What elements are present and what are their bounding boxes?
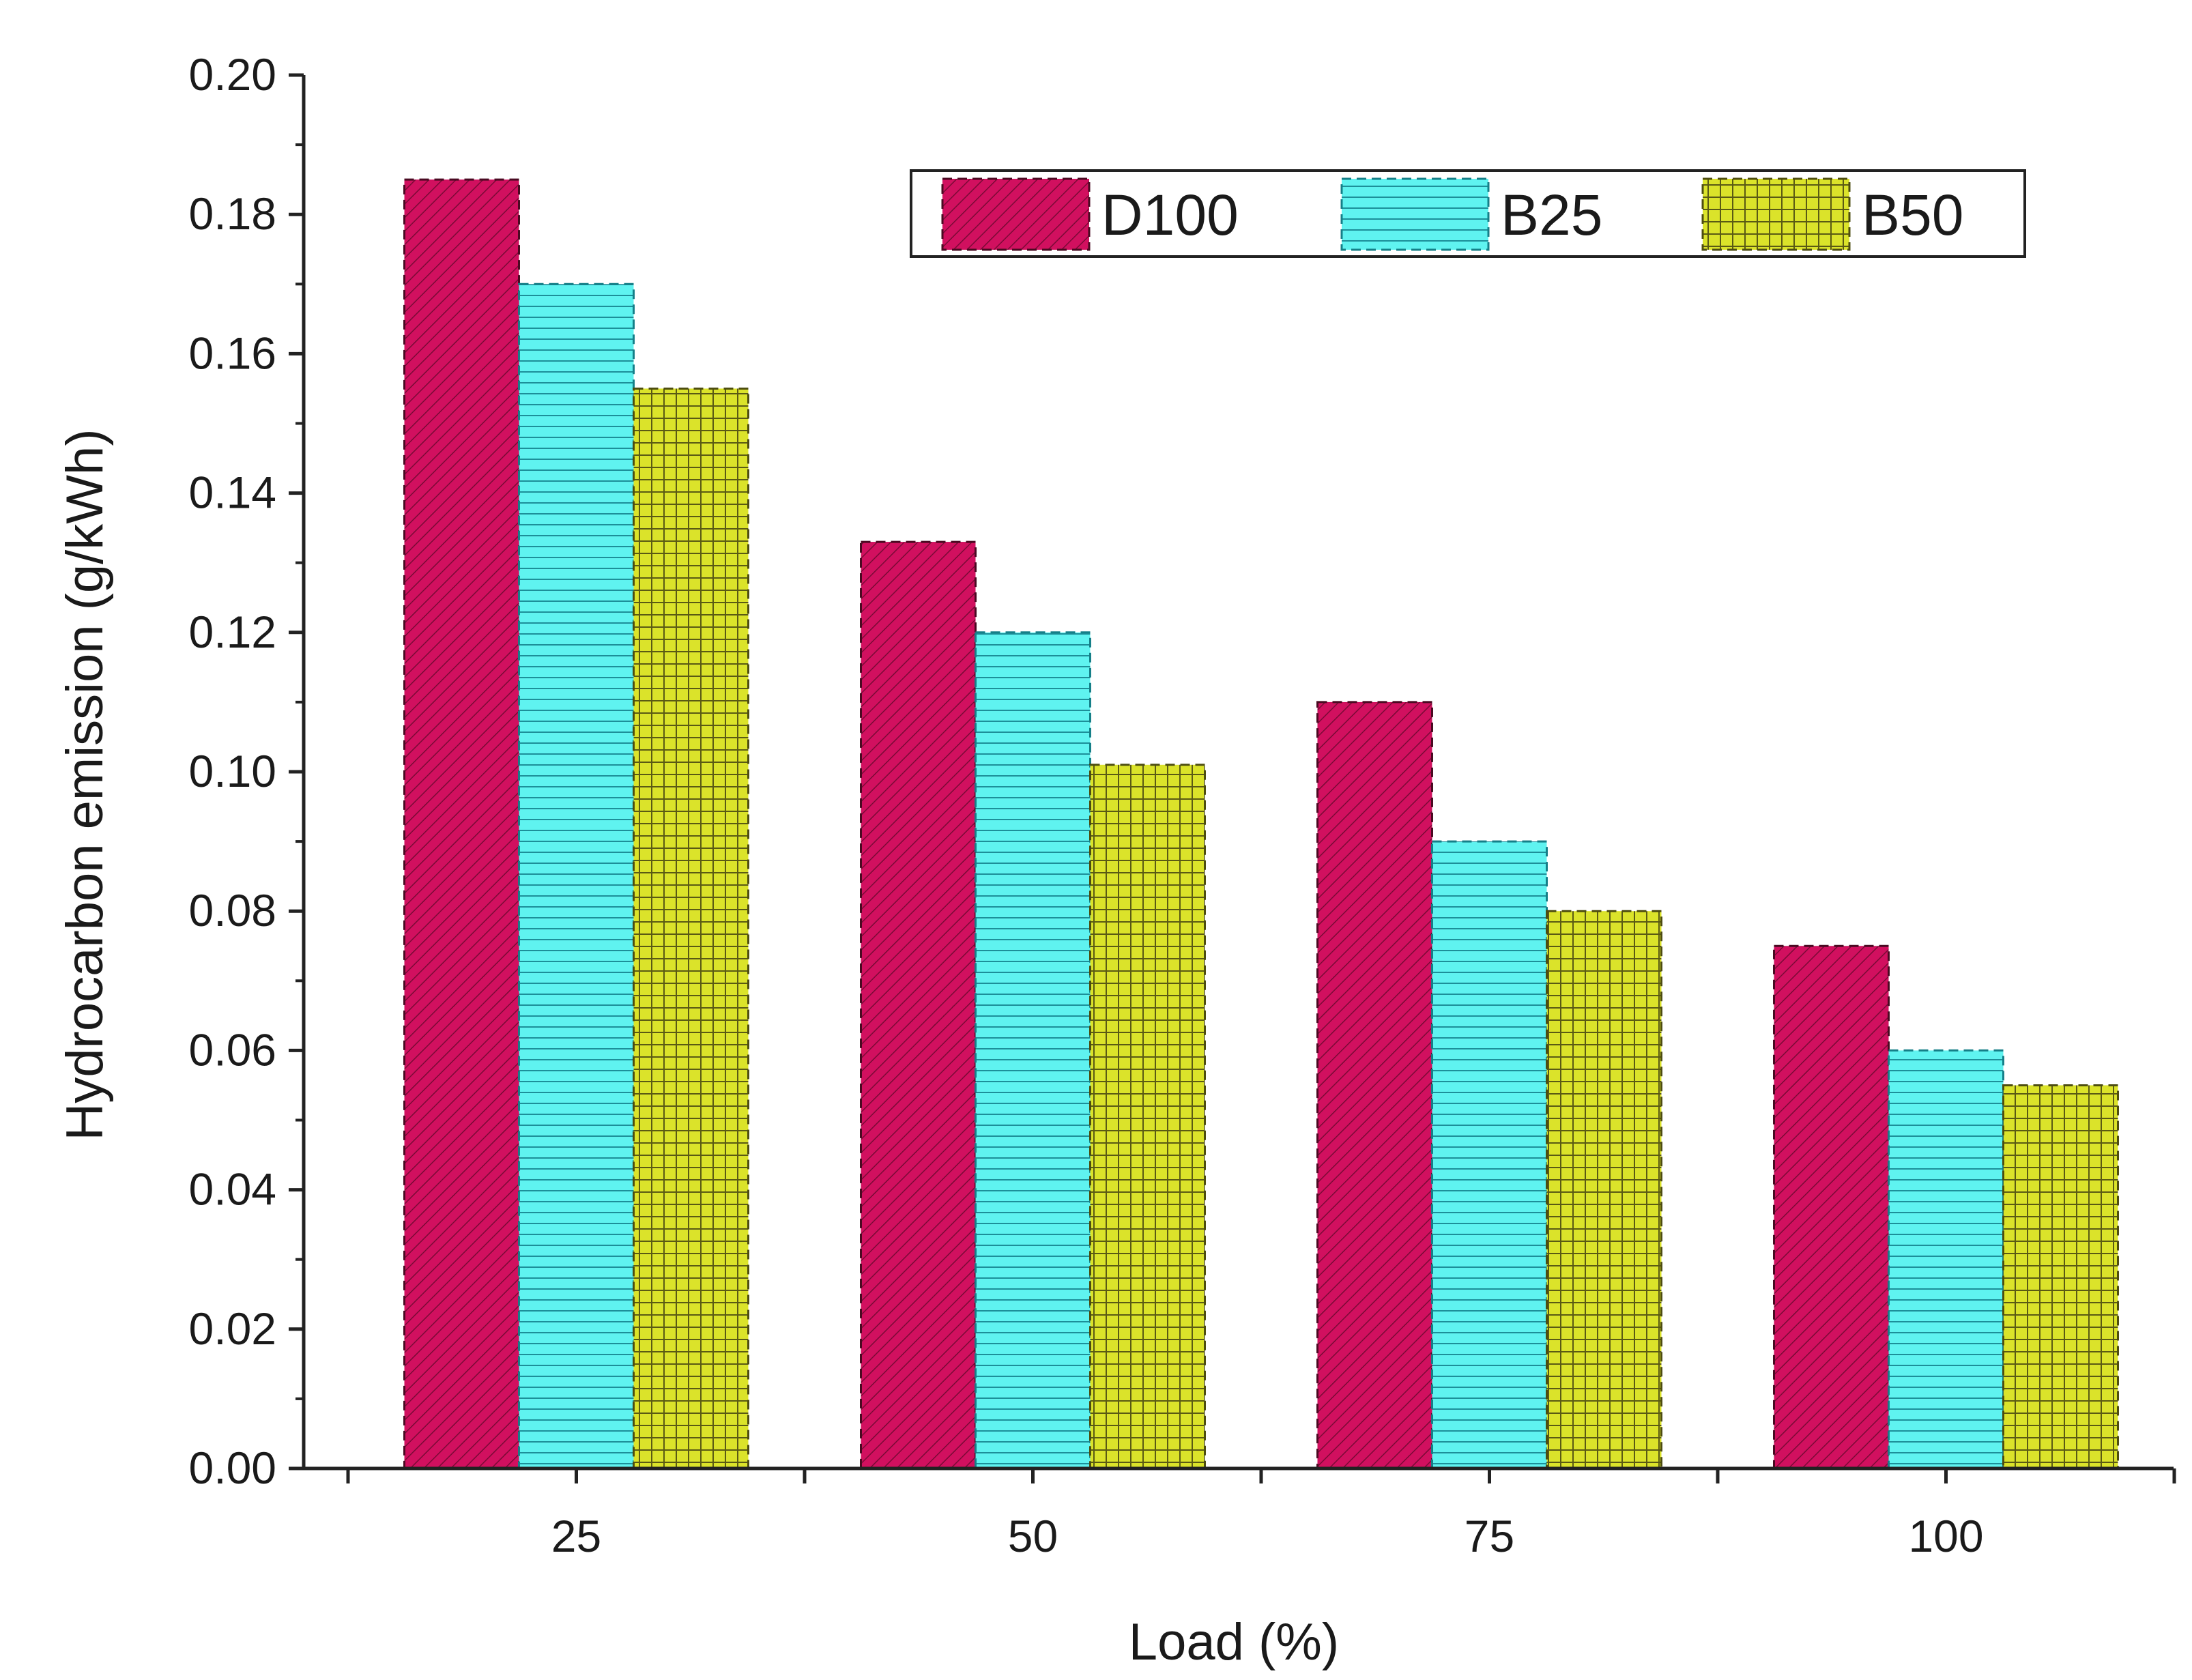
plot-area <box>403 178 2119 1470</box>
x-tick-label: 100 <box>1908 1511 1983 1561</box>
y-tick-label: 0.16 <box>189 328 276 378</box>
legend-label-d100: D100 <box>1101 183 1239 247</box>
legend: D100 B25 B50 <box>910 169 2026 258</box>
bar-b50-75 <box>1546 910 1662 1470</box>
legend-swatch-b50 <box>1701 177 1851 251</box>
bar-d100-75 <box>1316 701 1433 1470</box>
x-tick-label: 50 <box>1008 1511 1058 1561</box>
legend-label-b50: B50 <box>1862 183 1963 247</box>
bar-b50-50 <box>1089 764 1206 1470</box>
y-tick-label: 0.20 <box>189 49 276 100</box>
y-tick-label: 0.14 <box>189 467 276 518</box>
y-tick-label: 0.08 <box>189 885 276 936</box>
legend-swatch-d100 <box>941 177 1091 251</box>
legend-label-b25: B25 <box>1501 183 1602 247</box>
y-tick-label: 0.18 <box>189 188 276 239</box>
y-ticks: 0.00 0.02 0.04 0.06 0.08 0.10 0.12 0.14 0.16 0.18… <box>189 49 304 1493</box>
bar-b50-25 <box>633 387 749 1470</box>
axes: 0.00 0.02 0.04 0.06 0.08 0.10 0.12 0.14 0.16 0.18… <box>189 49 2176 1561</box>
bar-b25-50 <box>975 631 1091 1470</box>
y-axis-title: Hydrocarbon emission (g/kWh) <box>56 429 114 1140</box>
bar-b25-25 <box>518 283 635 1470</box>
x-axis-title: Load (%) <box>1129 1613 1339 1671</box>
x-ticks: 25 50 75 100 <box>346 1468 2176 1561</box>
bar-d100-50 <box>860 540 977 1470</box>
bar-b25-100 <box>1888 1049 2004 1470</box>
y-tick-label: 0.04 <box>189 1164 276 1215</box>
bar-d100-25 <box>403 178 520 1470</box>
x-tick-label: 75 <box>1465 1511 1514 1561</box>
y-tick-label: 0.06 <box>189 1024 276 1075</box>
bar-d100-100 <box>1773 944 1890 1470</box>
x-tick-label: 25 <box>551 1511 601 1561</box>
bar-b25-75 <box>1431 840 1548 1470</box>
legend-swatch-b25 <box>1340 177 1490 251</box>
y-tick-label: 0.10 <box>189 746 276 796</box>
y-tick-label: 0.02 <box>189 1303 276 1354</box>
y-tick-label: 0.12 <box>189 607 276 657</box>
bar-b50-100 <box>2002 1084 2119 1470</box>
y-tick-label: 0.00 <box>189 1443 276 1493</box>
